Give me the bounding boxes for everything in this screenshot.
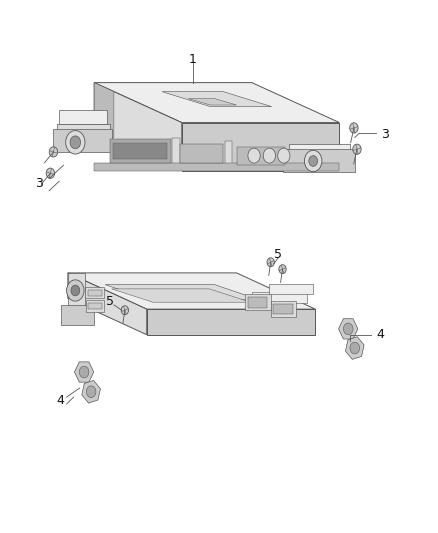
Polygon shape bbox=[269, 284, 313, 294]
Polygon shape bbox=[182, 123, 339, 171]
Circle shape bbox=[66, 131, 85, 154]
Circle shape bbox=[350, 342, 360, 354]
Polygon shape bbox=[94, 83, 339, 123]
Polygon shape bbox=[225, 141, 232, 168]
Polygon shape bbox=[82, 381, 100, 403]
Circle shape bbox=[71, 285, 80, 296]
Polygon shape bbox=[172, 138, 180, 168]
Polygon shape bbox=[94, 83, 114, 138]
Polygon shape bbox=[110, 139, 171, 163]
Polygon shape bbox=[85, 287, 104, 298]
Circle shape bbox=[79, 366, 89, 378]
Polygon shape bbox=[113, 143, 167, 159]
Circle shape bbox=[309, 156, 318, 166]
Polygon shape bbox=[237, 147, 285, 165]
Polygon shape bbox=[94, 83, 182, 171]
Circle shape bbox=[343, 323, 353, 335]
Polygon shape bbox=[287, 155, 353, 168]
Polygon shape bbox=[94, 163, 339, 171]
Circle shape bbox=[70, 136, 81, 149]
Polygon shape bbox=[346, 337, 364, 359]
Text: 3: 3 bbox=[381, 128, 389, 141]
Circle shape bbox=[263, 148, 276, 163]
Polygon shape bbox=[68, 273, 315, 309]
Polygon shape bbox=[180, 144, 223, 163]
Polygon shape bbox=[68, 273, 147, 335]
Polygon shape bbox=[112, 289, 251, 302]
Text: 5: 5 bbox=[274, 248, 282, 261]
Circle shape bbox=[278, 148, 290, 163]
Polygon shape bbox=[147, 309, 315, 335]
Polygon shape bbox=[339, 319, 358, 339]
Polygon shape bbox=[88, 303, 102, 309]
Polygon shape bbox=[245, 294, 271, 310]
Polygon shape bbox=[289, 144, 350, 155]
Text: 4: 4 bbox=[57, 394, 64, 407]
Text: 4: 4 bbox=[376, 328, 384, 341]
Circle shape bbox=[267, 258, 274, 266]
Polygon shape bbox=[273, 304, 293, 314]
Circle shape bbox=[248, 148, 260, 163]
Polygon shape bbox=[74, 362, 94, 382]
Text: 5: 5 bbox=[106, 295, 114, 308]
Polygon shape bbox=[53, 129, 112, 152]
Polygon shape bbox=[188, 99, 237, 105]
Circle shape bbox=[350, 123, 358, 133]
Polygon shape bbox=[61, 305, 94, 325]
Circle shape bbox=[46, 168, 55, 179]
Circle shape bbox=[121, 306, 128, 314]
Circle shape bbox=[304, 150, 322, 172]
Circle shape bbox=[279, 265, 286, 273]
Polygon shape bbox=[57, 124, 110, 139]
Circle shape bbox=[353, 144, 361, 155]
Polygon shape bbox=[105, 285, 258, 300]
Polygon shape bbox=[162, 92, 272, 107]
Polygon shape bbox=[283, 149, 355, 172]
Circle shape bbox=[86, 386, 96, 398]
Polygon shape bbox=[248, 297, 267, 308]
Polygon shape bbox=[59, 110, 107, 124]
Polygon shape bbox=[271, 301, 296, 317]
Text: 1: 1 bbox=[189, 53, 197, 66]
Text: 3: 3 bbox=[35, 177, 43, 190]
Circle shape bbox=[49, 147, 58, 157]
Polygon shape bbox=[88, 290, 102, 296]
Polygon shape bbox=[252, 292, 307, 303]
Polygon shape bbox=[68, 273, 85, 312]
Polygon shape bbox=[86, 300, 104, 312]
Circle shape bbox=[67, 280, 84, 301]
